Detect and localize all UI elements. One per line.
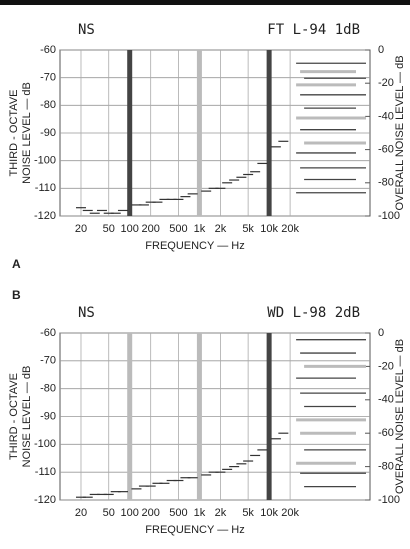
y-tick-label: -90 — [40, 410, 56, 422]
x-tick-label: 10k — [260, 507, 278, 519]
panel-letter: A — [12, 257, 21, 271]
y-axis-title: NOISE LEVEL — dB — [21, 82, 33, 184]
y2-axis-title: OVERALL NOISE LEVEL — dB — [394, 55, 406, 210]
y-tick-label: -70 — [40, 355, 56, 367]
y-tick-label: -100 — [34, 155, 56, 167]
y-axis-title: NOISE LEVEL — dB — [21, 366, 33, 468]
y-tick-label: -110 — [35, 182, 56, 194]
x-tick-label: 100 — [121, 507, 139, 519]
y-tick-label: -60 — [40, 44, 56, 56]
y2-tick-label: 0 — [378, 44, 384, 56]
tone-bar — [266, 50, 272, 216]
x-tick-label: 200 — [142, 223, 160, 235]
x-tick-label: 20 — [75, 507, 87, 519]
y2-tick-label: -100 — [378, 210, 400, 222]
x-tick-label: 5k — [242, 507, 254, 519]
y2-tick-label: -80 — [378, 461, 394, 473]
x-tick-label: 20k — [281, 507, 299, 519]
y-tick-label: -110 — [35, 466, 56, 478]
y-tick-label: -120 — [34, 494, 56, 506]
tone-bar — [196, 50, 202, 216]
tone-bar — [127, 50, 133, 216]
x-tick-label: 5k — [242, 223, 254, 235]
y2-axis-title: OVERALL NOISE LEVEL — dB — [394, 339, 406, 494]
chart-title: NS — [78, 22, 95, 38]
x-tick-label: 500 — [169, 223, 187, 235]
x-axis-title: FREQUENCY — Hz — [145, 240, 244, 252]
x-tick-label: 1k — [194, 507, 206, 519]
y-tick-label: -80 — [40, 99, 56, 111]
x-tick-label: 20k — [281, 223, 299, 235]
chart-title: NS — [78, 305, 95, 321]
y-tick-label: -60 — [40, 327, 56, 339]
x-tick-label: 2k — [215, 223, 227, 235]
x-tick-label: 50 — [103, 223, 115, 235]
top-rule — [0, 0, 410, 5]
x-tick-label: 200 — [142, 507, 160, 519]
x-tick-label: 500 — [169, 507, 187, 519]
y-tick-label: -120 — [34, 210, 56, 222]
y2-tick-label: -40 — [378, 110, 394, 122]
y2-tick-label: -60 — [378, 144, 394, 156]
tone-bar — [196, 333, 202, 500]
y2-tick-label: -40 — [378, 394, 394, 406]
y-tick-label: -90 — [40, 127, 56, 139]
tone-bar — [266, 333, 272, 500]
x-tick-label: 1k — [194, 223, 206, 235]
y2-tick-label: -60 — [378, 427, 394, 439]
tone-bar — [127, 333, 133, 500]
y2-tick-label: -100 — [378, 494, 400, 506]
chart-subtitle: WD L-98 2dB — [267, 305, 360, 321]
x-axis-title: FREQUENCY — Hz — [145, 524, 244, 536]
y2-tick-label: -20 — [378, 360, 394, 372]
y2-tick-label: -20 — [378, 77, 394, 89]
x-tick-label: 2k — [215, 507, 227, 519]
x-tick-label: 50 — [103, 507, 115, 519]
y-axis-title: THIRD - OCTAVE — [8, 90, 20, 177]
x-tick-label: 10k — [260, 223, 278, 235]
chart-subtitle: FT L-94 1dB — [267, 22, 360, 38]
y2-tick-label: 0 — [378, 327, 384, 339]
y-tick-label: -70 — [40, 72, 56, 84]
panel-letter: B — [12, 288, 21, 302]
x-tick-label: 100 — [121, 223, 139, 235]
y-tick-label: -80 — [40, 383, 56, 395]
y-axis-title: THIRD - OCTAVE — [8, 373, 20, 460]
x-tick-label: 20 — [75, 223, 87, 235]
y-tick-label: -100 — [34, 438, 56, 450]
y2-tick-label: -80 — [378, 177, 394, 189]
